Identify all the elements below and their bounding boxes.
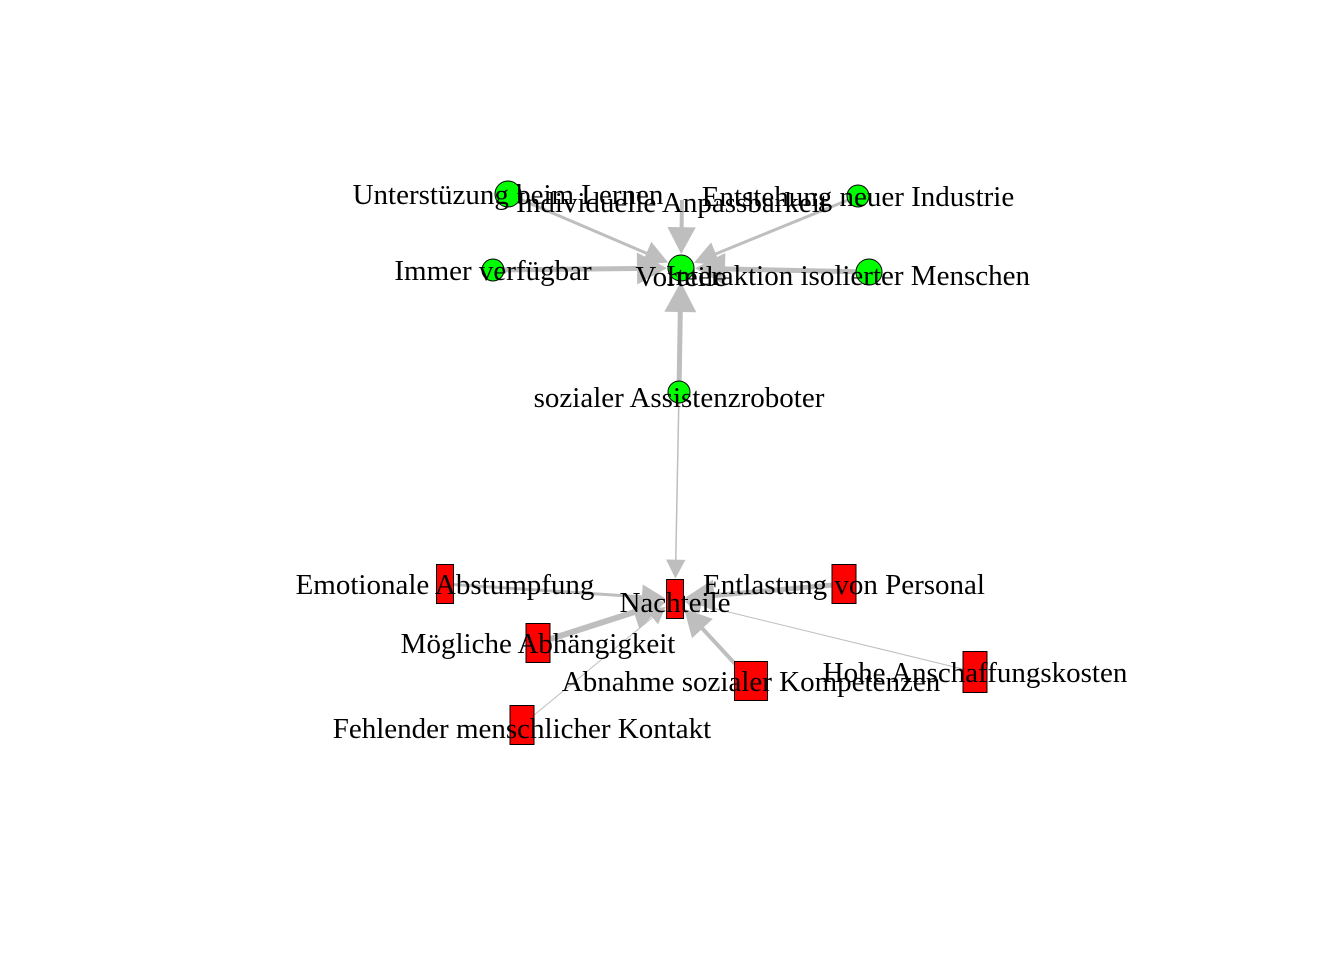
node-nachteile [666,579,684,619]
node-label-v2: Individuelle Anpassbarkeit [516,187,828,219]
edge-root-vorteile [664,281,697,393]
edge-n3-nachteile [537,595,666,646]
edge-arrowhead [664,281,697,313]
edge-line [674,391,680,562]
node-label-v4: Immer verfügbar [394,255,592,287]
node-label-n1: Emotionale Abstumpfung [296,569,595,601]
edge-arrowhead [684,579,716,612]
edge-v2-vorteile [667,199,696,255]
node-label-n2: Entlastung von Personal [703,569,985,601]
node-label-v1: Unterstüzung beim Lernen [353,179,664,211]
edge-root-nachteile [666,391,686,579]
edge-arrowhead [628,595,666,630]
node-root [667,380,691,404]
node-v5 [855,258,883,286]
edge-arrowhead [646,606,666,625]
edge-n5-nachteile [684,596,976,673]
node-label-root: sozialer Assistenzroboter [534,382,825,414]
edge-arrowhead [694,252,726,285]
edge-line [712,581,845,599]
edge-arrowhead [666,559,686,579]
edge-layer [444,192,976,726]
label-layer: sozialer Assistenzroboter Vorteile Nachtei… [296,179,1128,745]
edge-line [699,604,976,673]
node-n3 [525,623,551,663]
node-n5 [962,651,988,693]
edge-arrowhead [636,252,668,285]
edge-v5-vorteile [694,252,870,285]
edge-arrowhead [684,608,713,639]
node-label-v3: Entstehung neuer Industrie [702,181,1014,213]
node-v3 [846,184,870,208]
node-n2 [831,564,857,604]
edge-n6-nachteile [521,606,666,726]
edge-line [722,266,870,275]
node-label-n5: Hohe Anschaffungskosten [823,657,1128,689]
node-label-v5: Interaktion isolierter Menschen [666,260,1030,292]
edge-line [537,608,637,646]
edge-line [444,582,645,599]
node-vorteile [667,254,695,282]
node-label-vorteile: Vorteile [635,261,726,293]
edge-line [507,192,649,256]
edge-line [676,309,683,393]
node-label-n4: Abnahme sozialer Kompetenzen [562,666,941,698]
edge-line [521,615,655,726]
edge-arrowhead [684,596,704,614]
node-n1 [436,564,454,604]
node-layer [436,180,988,745]
node-label-nachteile: Nachteile [619,587,730,619]
node-label-n6: Fehlender menschlicher Kontakt [333,713,712,745]
node-n4 [734,661,768,701]
edge-line [713,194,859,256]
edge-n2-nachteile [684,579,845,612]
edge-line [492,265,640,273]
node-n6 [509,705,535,745]
node-v1 [494,180,522,208]
node-label-n3: Mögliche Abhängigkeit [401,628,676,660]
edge-arrowhead [667,226,696,255]
node-v4 [481,258,505,282]
edge-v4-vorteile [492,252,668,285]
